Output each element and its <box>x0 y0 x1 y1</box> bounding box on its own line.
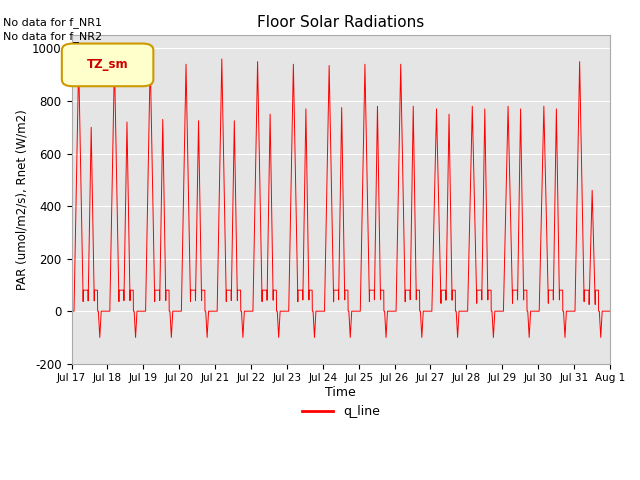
Title: Floor Solar Radiations: Floor Solar Radiations <box>257 15 424 30</box>
Legend: q_line: q_line <box>296 400 385 423</box>
Text: No data for f_NR2: No data for f_NR2 <box>3 31 102 42</box>
Text: TZ_sm: TZ_sm <box>87 58 129 71</box>
Text: No data for f_NR1: No data for f_NR1 <box>3 17 102 28</box>
FancyBboxPatch shape <box>62 44 154 86</box>
Y-axis label: PAR (umol/m2/s), Rnet (W/m2): PAR (umol/m2/s), Rnet (W/m2) <box>15 109 28 290</box>
X-axis label: Time: Time <box>325 386 356 399</box>
